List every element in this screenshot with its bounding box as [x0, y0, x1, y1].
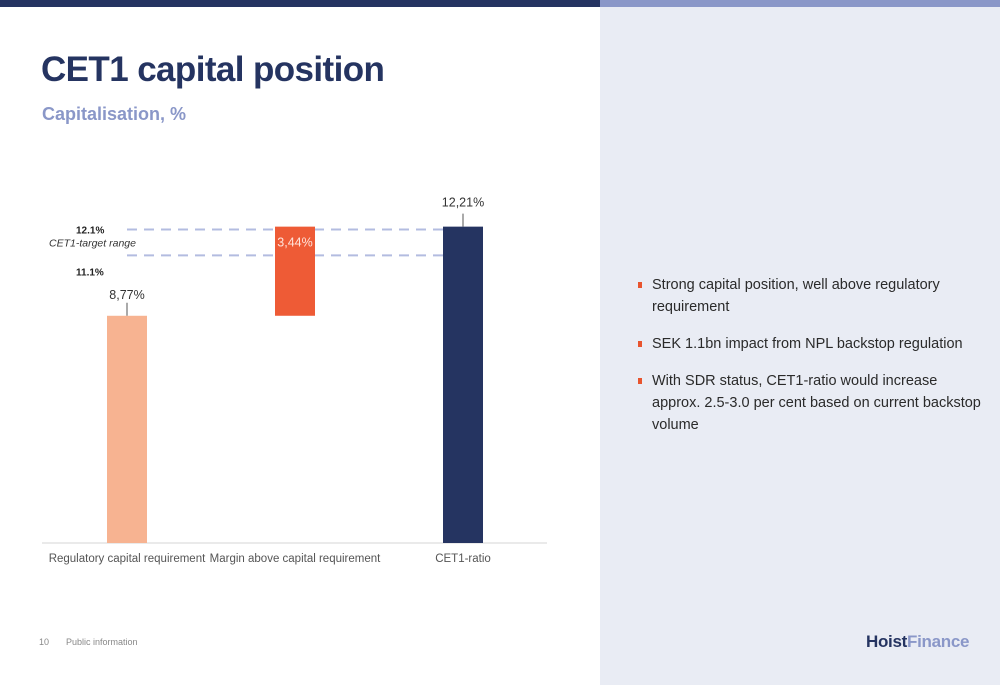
page-title: CET1 capital position	[41, 50, 385, 89]
hoist-finance-logo: HoistFinance	[866, 632, 970, 651]
chart-subtitle: Capitalisation, %	[42, 104, 187, 124]
waterfall-chart: 8,77% 3,44% 12,21% 12.1%CET1-target range 11…	[42, 196, 547, 565]
target-upper-label: 12.1%	[76, 225, 104, 236]
top-accent-bar-light	[600, 0, 1000, 7]
bullet-marker-icon	[638, 341, 642, 347]
bullet-text: Strong capital position, well above regu…	[652, 277, 940, 315]
page-number: 10	[39, 637, 50, 647]
bullet-item: Strong capital position, well above regu…	[638, 274, 983, 318]
bar	[107, 315, 147, 543]
bullet-marker-icon	[638, 282, 642, 288]
bullet-item: With SDR status, CET1-ratio would increa…	[638, 370, 983, 436]
data-label: 8,77%	[109, 288, 144, 302]
data-label: 12,21%	[442, 196, 484, 210]
bar	[275, 226, 315, 316]
target-range-label: CET1-target range	[49, 237, 136, 249]
top-accent-bar	[0, 0, 600, 7]
bar	[443, 226, 483, 543]
category-label: Regulatory capital requirement	[49, 553, 206, 565]
bullet-item: SEK 1.1bn impact from NPL backstop regul…	[638, 333, 983, 355]
bullet-list: Strong capital position, well above regu…	[638, 274, 983, 451]
classification-label: Public information	[66, 637, 138, 647]
target-lower-label: 11.1%	[76, 267, 104, 278]
bullet-marker-icon	[638, 378, 642, 384]
bullet-text: With SDR status, CET1-ratio would increa…	[652, 373, 981, 433]
category-label: Margin above capital requirement	[210, 553, 381, 565]
category-label: CET1-ratio	[435, 553, 491, 565]
commentary-panel	[600, 7, 1000, 685]
data-label: 3,44%	[277, 236, 312, 250]
bullet-text: SEK 1.1bn impact from NPL backstop regul…	[652, 336, 963, 352]
